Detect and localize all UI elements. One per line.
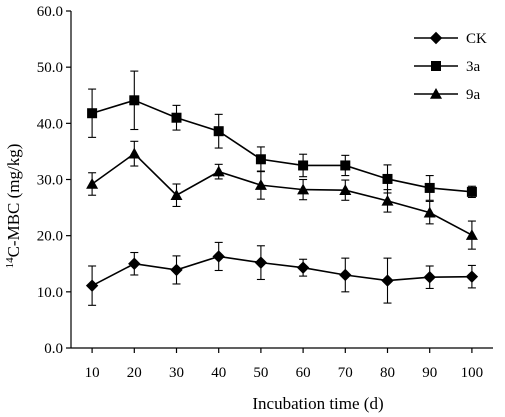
x-tick-label: 30 [169,365,184,381]
data-point-3a [87,108,98,119]
data-point-3a [466,186,477,197]
data-point-ck [85,279,99,292]
data-point-3a [382,173,393,184]
data-point-3a [129,95,140,106]
x-tick-label: 70 [338,365,353,381]
data-point-ck [254,256,268,269]
legend-item-9a: 9a [414,87,481,103]
y-tick-label: 20.0 [37,229,63,245]
data-point-3a [213,126,224,137]
y-tick-label: 60.0 [37,4,63,20]
x-tick-label: 60 [296,365,311,381]
data-point-3a [298,160,309,171]
data-point-9a [465,229,478,240]
x-tick-label: 100 [461,365,484,381]
data-point-3a [255,154,266,165]
data-point-9a [381,194,394,206]
x-tick-label: 90 [422,365,437,381]
legend-label: CK [466,31,487,47]
data-point-ck [381,274,394,287]
x-axis-ticks: 10 20 30 40 50 60 70 80 90 100 [85,348,484,381]
y-tick-label: 10.0 [37,285,63,301]
data-point-3a [340,160,351,171]
data-point-ck [339,268,352,282]
legend-label: 9a [466,87,481,103]
data-point-ck [212,250,225,263]
data-point-ck [423,271,436,284]
data-point-9a [170,189,183,201]
legend-item-3a: 3a [414,59,481,75]
y-axis-ticks: 0.0 10.0 20.0 30.0 40.0 50.0 60.0 [37,4,71,357]
series-layer [85,70,479,306]
series-3a [87,70,477,201]
data-point-ck [465,270,479,283]
data-point-9a [128,147,141,159]
data-point-9a [254,179,267,190]
series-9a [86,140,478,250]
data-point-9a [423,206,436,218]
legend: CK 3a 9a [414,31,487,103]
x-tick-label: 80 [380,365,395,381]
series-ck [85,241,479,306]
y-tick-label: 30.0 [37,173,63,189]
legend-marker [429,31,443,45]
legend-marker [430,88,442,99]
y-axis-title-superscript: 14 [4,257,16,269]
y-axis-title-main: C-MBC (mg/kg) [4,144,23,258]
x-tick-label: 10 [85,365,100,381]
y-tick-label: 0.0 [44,341,63,357]
data-point-9a [339,184,352,195]
series-line-ck [91,255,472,287]
data-point-3a [171,112,182,123]
series-line-3a [91,99,472,193]
x-tick-label: 50 [253,365,268,381]
series-line-9a [91,152,473,236]
legend-item-ck: CK [414,31,487,47]
data-point-ck [296,261,310,274]
data-point-3a [424,182,435,193]
legend-label: 3a [466,59,481,75]
legend-marker [431,61,441,71]
data-point-ck [170,263,183,277]
x-axis-title: Incubation time (d) [252,394,383,413]
data-point-9a [86,177,99,189]
y-tick-label: 50.0 [37,60,63,76]
x-tick-label: 20 [127,365,142,381]
x-tick-label: 40 [211,365,226,381]
y-axis-title: 14C-MBC (mg/kg) [4,144,23,269]
y-tick-label: 40.0 [37,116,63,132]
data-point-9a [297,183,310,195]
data-point-9a [212,165,225,177]
data-point-ck [128,257,141,270]
